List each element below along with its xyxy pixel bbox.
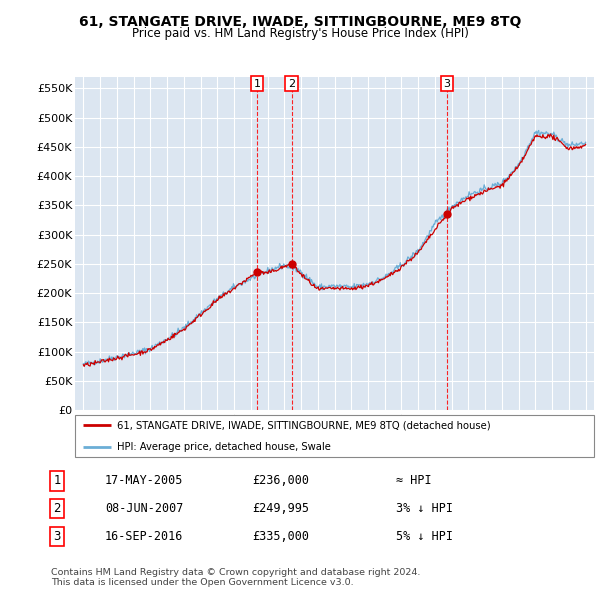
Text: 61, STANGATE DRIVE, IWADE, SITTINGBOURNE, ME9 8TQ (detached house): 61, STANGATE DRIVE, IWADE, SITTINGBOURNE… — [116, 421, 490, 430]
Text: ≈ HPI: ≈ HPI — [396, 474, 431, 487]
Text: 08-JUN-2007: 08-JUN-2007 — [105, 502, 184, 515]
Text: 16-SEP-2016: 16-SEP-2016 — [105, 530, 184, 543]
Text: £249,995: £249,995 — [252, 502, 309, 515]
Text: Contains HM Land Registry data © Crown copyright and database right 2024.
This d: Contains HM Land Registry data © Crown c… — [51, 568, 421, 587]
Text: £236,000: £236,000 — [252, 474, 309, 487]
Text: 3: 3 — [53, 530, 61, 543]
Text: 1: 1 — [53, 474, 61, 487]
Text: £335,000: £335,000 — [252, 530, 309, 543]
Text: 5% ↓ HPI: 5% ↓ HPI — [396, 530, 453, 543]
Text: HPI: Average price, detached house, Swale: HPI: Average price, detached house, Swal… — [116, 442, 331, 451]
Text: 1: 1 — [254, 78, 260, 88]
Text: 3% ↓ HPI: 3% ↓ HPI — [396, 502, 453, 515]
Text: 61, STANGATE DRIVE, IWADE, SITTINGBOURNE, ME9 8TQ: 61, STANGATE DRIVE, IWADE, SITTINGBOURNE… — [79, 15, 521, 29]
Text: Price paid vs. HM Land Registry's House Price Index (HPI): Price paid vs. HM Land Registry's House … — [131, 27, 469, 40]
Text: 3: 3 — [443, 78, 451, 88]
FancyBboxPatch shape — [75, 415, 594, 457]
Text: 2: 2 — [288, 78, 295, 88]
Text: 17-MAY-2005: 17-MAY-2005 — [105, 474, 184, 487]
Text: 2: 2 — [53, 502, 61, 515]
